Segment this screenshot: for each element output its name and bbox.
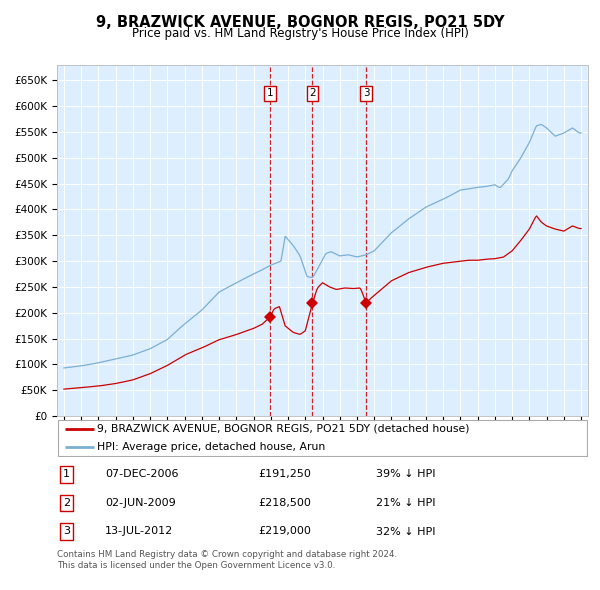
Text: Price paid vs. HM Land Registry's House Price Index (HPI): Price paid vs. HM Land Registry's House … — [131, 27, 469, 40]
Text: This data is licensed under the Open Government Licence v3.0.: This data is licensed under the Open Gov… — [57, 560, 335, 569]
Text: 1: 1 — [63, 470, 70, 480]
Text: 2: 2 — [309, 88, 316, 99]
Text: 32% ↓ HPI: 32% ↓ HPI — [376, 526, 435, 536]
Text: 39% ↓ HPI: 39% ↓ HPI — [376, 470, 435, 480]
Text: Contains HM Land Registry data © Crown copyright and database right 2024.: Contains HM Land Registry data © Crown c… — [57, 550, 397, 559]
Text: 07-DEC-2006: 07-DEC-2006 — [105, 470, 178, 480]
Text: 1: 1 — [266, 88, 273, 99]
Text: 02-JUN-2009: 02-JUN-2009 — [105, 498, 176, 508]
Text: 9, BRAZWICK AVENUE, BOGNOR REGIS, PO21 5DY: 9, BRAZWICK AVENUE, BOGNOR REGIS, PO21 5… — [96, 15, 504, 30]
Text: 3: 3 — [363, 88, 370, 99]
FancyBboxPatch shape — [58, 419, 587, 457]
Text: £218,500: £218,500 — [259, 498, 311, 508]
Text: 3: 3 — [63, 526, 70, 536]
Text: 13-JUL-2012: 13-JUL-2012 — [105, 526, 173, 536]
Text: 9, BRAZWICK AVENUE, BOGNOR REGIS, PO21 5DY (detached house): 9, BRAZWICK AVENUE, BOGNOR REGIS, PO21 5… — [97, 424, 469, 434]
Text: 2: 2 — [63, 498, 70, 508]
Text: £191,250: £191,250 — [259, 470, 311, 480]
Text: HPI: Average price, detached house, Arun: HPI: Average price, detached house, Arun — [97, 442, 325, 453]
Text: £219,000: £219,000 — [259, 526, 311, 536]
Text: 21% ↓ HPI: 21% ↓ HPI — [376, 498, 435, 508]
